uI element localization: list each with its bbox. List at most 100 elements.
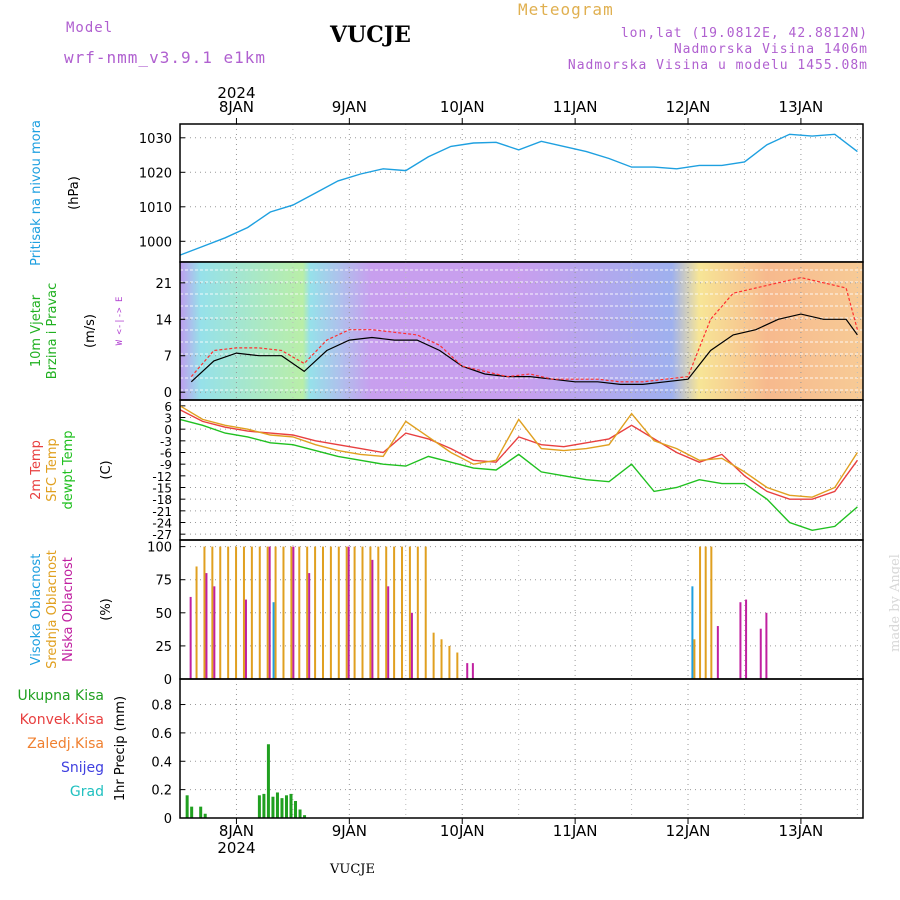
day-label-bottom: 9JAN [332,822,367,840]
bar-cloud [337,546,340,679]
bar-cloud [739,602,742,679]
year-label-bottom: 2024 [217,839,255,857]
day-label-top: 13JAN [779,98,824,116]
day-label-top: 8JAN [219,98,254,116]
series-line-temperature-2 [179,418,858,532]
bar-precip [289,793,293,818]
bar-cloud [716,626,719,679]
y-tick-label: 0 [164,386,172,401]
model-name: wrf-nmm_v3.9.1 e1km [64,48,267,67]
y-tick-label: 1030 [139,132,172,147]
y-axis-label: Visoka Oblacnost [29,554,44,666]
y-tick-label: 75 [155,574,172,589]
y-axis-label: 2m Temp [29,440,44,500]
meteogram-title: Meteogram [518,0,614,19]
day-label-top: 11JAN [553,98,598,116]
bar-precip [257,795,261,818]
y-axis-label: Srednja Oblacnost [45,550,60,669]
bar-cloud [203,546,206,679]
bar-cloud [292,546,295,679]
y-tick-label: -15 [152,482,172,496]
y-tick-label: 100 [147,541,172,556]
model-altitude-label: Nadmorska Visina u modelu 1455.08m [567,58,868,73]
bar-precip [266,744,270,818]
y-tick-label: 21 [155,277,172,292]
y-axis-label: dewpt Temp [61,430,76,509]
y-tick-label: 0 [164,812,172,827]
bar-precip [271,796,275,818]
lonlat-label: lon,lat (19.0812E, 42.8812N) [620,26,868,41]
bar-cloud [242,546,245,679]
bar-cloud [410,612,413,679]
bar-cloud [290,546,293,679]
bar-cloud [745,599,748,679]
y-tick-label: -27 [152,528,172,542]
panel-pressure: 1000 1010 1020 1030 Pritisak na nivou mora (h… [29,120,864,266]
y-axis-label: Niska Oblacnost [61,557,76,662]
bar-cloud [471,663,474,679]
y-axis-label: 10m Vjetar [29,294,44,367]
altitude-label: Nadmorska Visina 1406m [673,42,868,57]
bar-cloud [250,546,253,679]
bar-precip [185,795,189,818]
series-line-temperature-1 [179,405,858,498]
bar-cloud [195,566,198,679]
y-tick-label: 0.8 [151,699,172,714]
panel-frame [179,399,864,541]
day-label-bottom: 13JAN [779,822,824,840]
y-tick-label: -18 [152,493,172,507]
bar-cloud [699,546,702,679]
wind-compass-label: W <-|-> E [115,297,125,346]
bar-precip [303,815,307,818]
bar-cloud [456,652,459,679]
bar-precip [280,798,284,818]
precip-legend-item: Grad [70,784,104,800]
y-axis-label: (hPa) [67,176,82,210]
y-tick-label: -3 [160,435,172,449]
y-axis-label: (C) [99,460,114,479]
y-tick-label: 1020 [139,166,172,181]
y-tick-label: 14 [155,313,172,328]
day-label-bottom: 10JAN [440,822,485,840]
bar-precip [298,809,302,818]
bar-cloud [211,546,214,679]
bar-cloud [213,586,216,679]
y-tick-label: -6 [160,447,172,461]
bar-precip [262,793,266,818]
precip-legend-item: Konvek.Kisa [20,712,104,728]
day-label-top: 10JAN [440,98,485,116]
bar-precip [294,800,298,818]
bar-cloud [440,639,443,679]
bar-cloud [266,546,269,679]
y-tick-label: -24 [152,517,172,531]
y-tick-label: 0.2 [151,784,172,799]
day-label-bottom: 12JAN [666,822,711,840]
bar-cloud [258,546,261,679]
bar-cloud [432,632,435,679]
y-tick-label: 0 [164,423,172,437]
time-axis: 8JAN 8JAN 9JAN 9JAN 10JAN 10JAN 11JAN 11JAN 12JA… [217,84,823,857]
bar-precip [199,806,203,818]
bar-precip [284,795,288,818]
y-tick-label: 0 [164,673,172,688]
bar-cloud [759,628,762,679]
y-tick-label: 50 [155,607,172,622]
station-title: VUCJE [330,22,411,48]
bar-cloud [466,663,469,679]
bar-cloud [227,546,230,679]
bar-cloud [268,546,271,679]
y-tick-label: 25 [155,640,172,655]
bar-cloud [306,546,309,679]
bar-cloud [272,602,275,679]
bar-cloud [274,546,277,679]
panel-cloud: 0 25 50 75 100 Visoka Oblacnost Srednja Oblacn… [29,539,864,688]
y-axis-label: Brzina i Pravac [45,283,60,380]
precip-legend-item: Ukupna Kisa [17,688,104,704]
y-tick-label: -12 [152,470,172,484]
bar-cloud [710,546,713,679]
bar-precip [190,806,194,818]
panel-precip: 0 0.2 0.4 0.6 0.8 1hr Precip (mm) Ukupna Kisa K… [17,678,864,827]
precip-legend-item: Zaledj.Kisa [27,736,104,752]
y-axis-label: 1hr Precip (mm) [113,696,128,801]
